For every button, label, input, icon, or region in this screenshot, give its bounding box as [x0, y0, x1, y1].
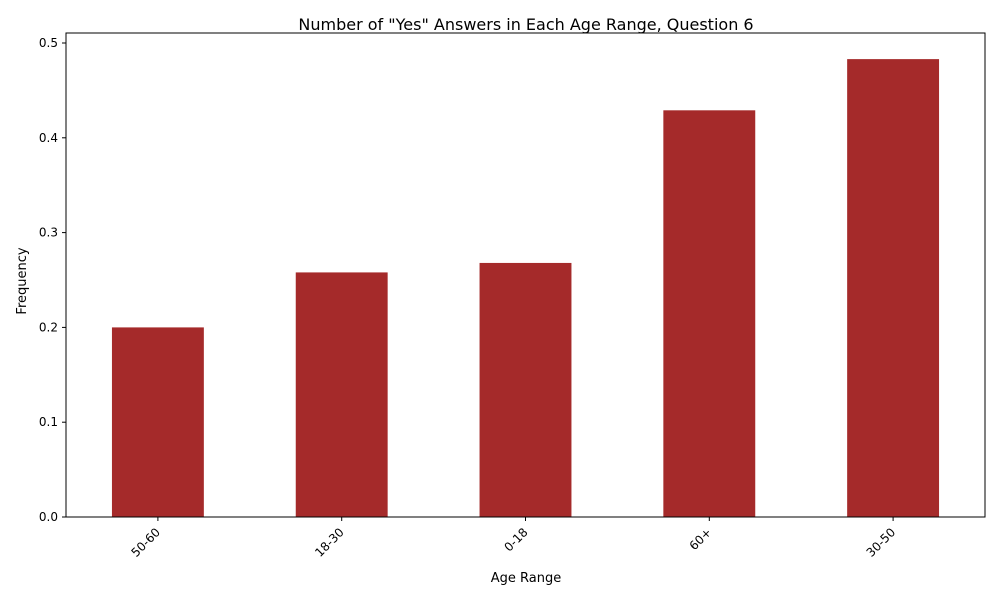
y-tick-label: 0.4	[39, 131, 58, 145]
bar-60+	[663, 110, 756, 518]
y-tick-label: 0.0	[39, 510, 58, 524]
bar-18-30	[295, 272, 388, 517]
x-tick-label: 50-60	[128, 525, 163, 560]
x-tick-label: 18-30	[312, 525, 347, 560]
y-axis: 0.0 0.1 0.2 0.3 0.4 0.5	[39, 36, 66, 524]
y-tick-label: 0.1	[39, 415, 58, 429]
bars-layer	[111, 59, 940, 518]
y-tick-label: 0.3	[39, 226, 58, 240]
bar-0-18	[479, 262, 572, 517]
y-axis-label: Frequency	[15, 247, 30, 314]
x-tick-label: 60+	[687, 525, 715, 553]
bar-30-50	[847, 59, 940, 518]
y-tick-label: 0.5	[39, 36, 58, 50]
plot-frame	[65, 32, 986, 518]
x-tick-label: 0-18	[501, 525, 530, 554]
x-axis: 50-60 18-30 0-18 60+ 30-50	[128, 517, 898, 560]
chart-title: Number of "Yes" Answers in Each Age Rang…	[298, 15, 753, 34]
x-axis-label: Age Range	[491, 571, 561, 586]
x-tick-label: 30-50	[864, 525, 899, 560]
y-tick-label: 0.2	[39, 320, 58, 334]
bar-50-60	[111, 327, 204, 517]
